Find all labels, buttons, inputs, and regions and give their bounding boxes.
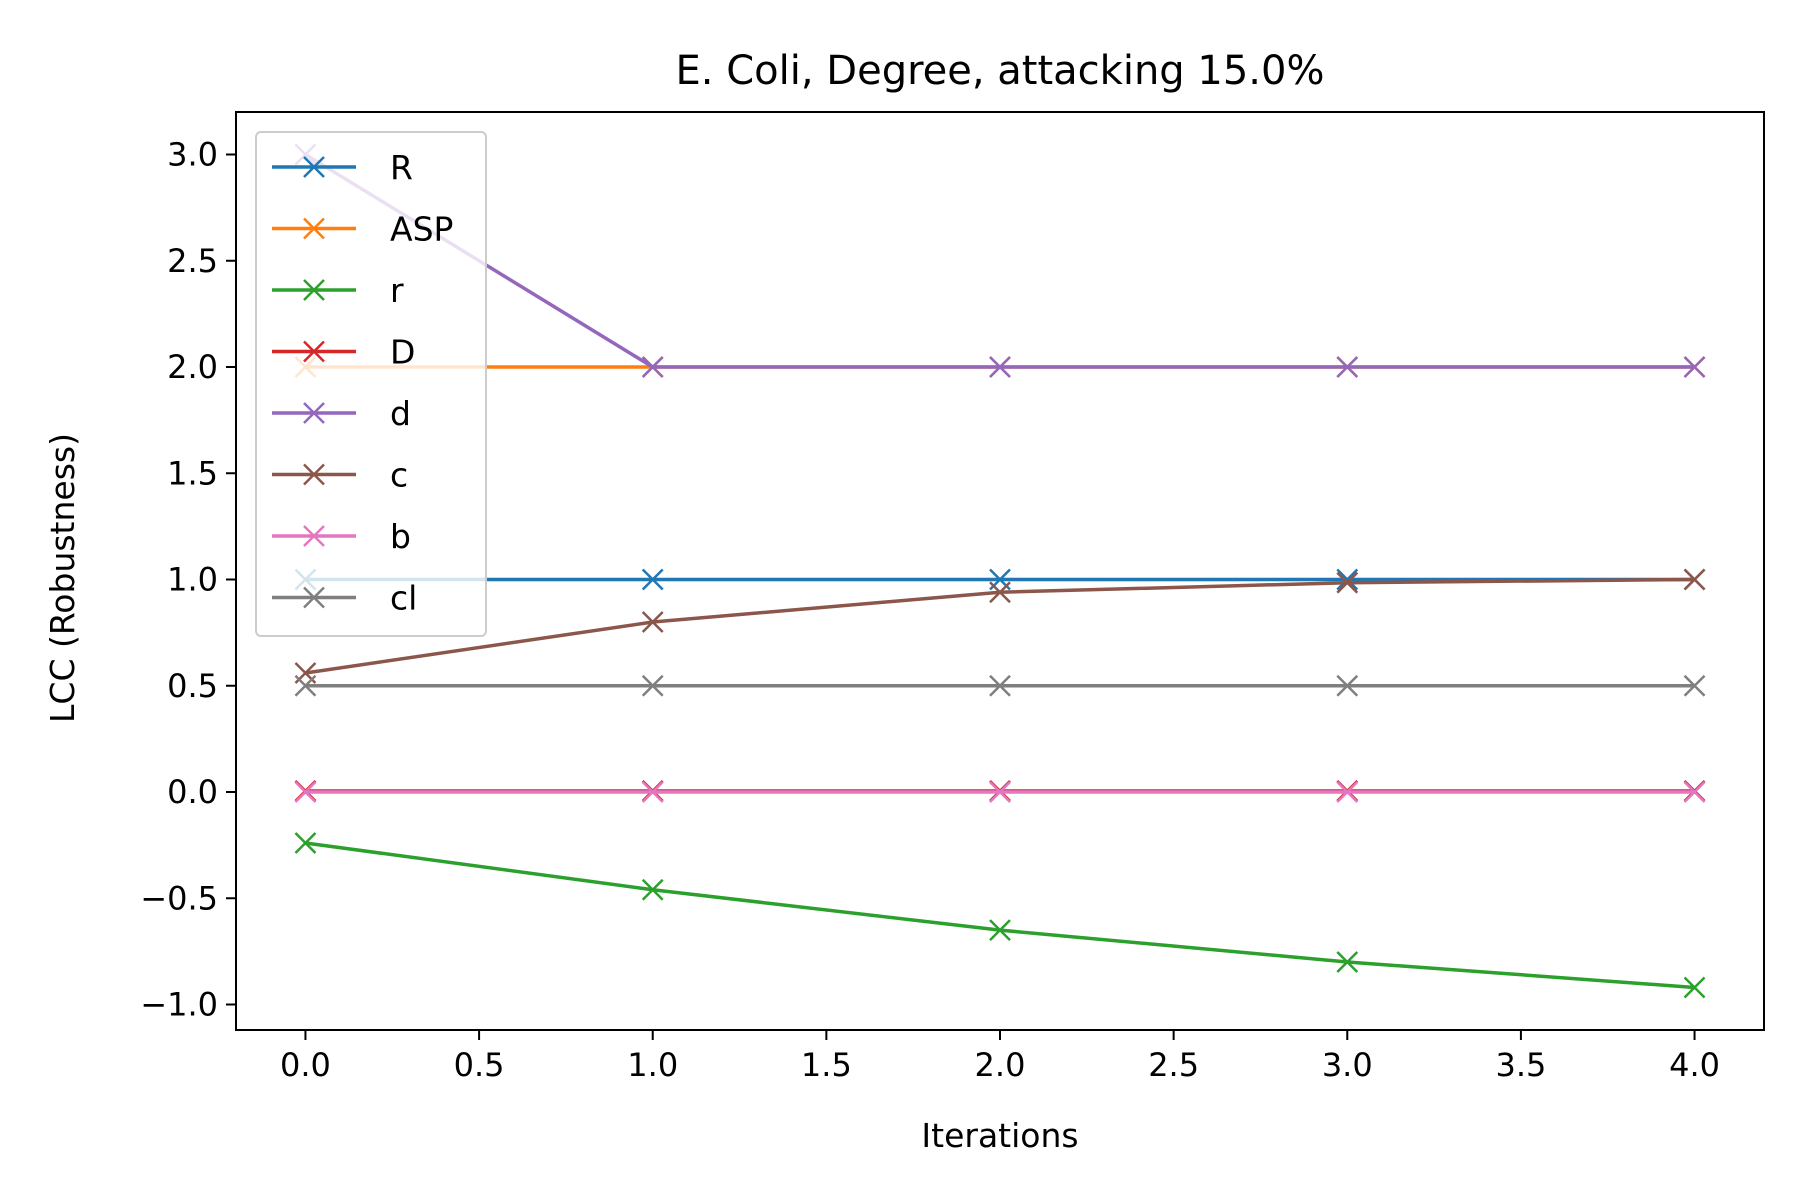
data-point: [1336, 951, 1359, 973]
legend-swatch-marker: [303, 525, 325, 547]
data-point: [1683, 356, 1706, 378]
x-tick-label: 2.5: [1148, 1046, 1199, 1084]
data-point: [1336, 356, 1359, 378]
legend-entry: r: [272, 271, 404, 310]
data-point: [1683, 781, 1706, 803]
data-point: [1336, 781, 1359, 803]
x-tick-label: 2.0: [975, 1046, 1026, 1084]
legend-box: [255, 131, 487, 637]
series-r: [294, 832, 1706, 999]
data-point: [294, 674, 317, 697]
y-tick-label: 0.0: [167, 773, 218, 811]
plot-series: [294, 143, 1706, 999]
y-tick-label: 1.0: [167, 561, 218, 599]
chart-title: E. Coli, Degree, attacking 15.0%: [676, 48, 1325, 94]
legend-swatch-marker: [303, 217, 325, 240]
series-R: [294, 568, 1706, 591]
y-tick-label: 2.5: [167, 242, 218, 280]
y-tick-label: −0.5: [140, 879, 218, 917]
series-cl: [294, 674, 1706, 697]
y-tick-label: 2.0: [167, 348, 218, 386]
data-point: [641, 781, 664, 803]
data-point: [1683, 568, 1706, 591]
data-point: [641, 611, 664, 633]
legend-label: d: [390, 394, 411, 433]
axis-ticks: 0.0 0.5 1.0 1.5 2.0 2.5 3.0 3.5 4.0 −1.0 −0.5 0.0 0.…: [140, 136, 1720, 1085]
data-point: [641, 568, 664, 591]
data-point: [1336, 568, 1359, 591]
legend-label: c: [390, 456, 408, 495]
legend-entry: c: [272, 456, 408, 495]
y-tick-label: 1.5: [167, 454, 218, 492]
legend-entry: R: [272, 148, 413, 187]
y-tick-label: 3.0: [167, 136, 218, 174]
x-tick-label: 0.5: [454, 1046, 505, 1084]
legend-entry: d: [272, 394, 411, 433]
legend-label: ASP: [390, 210, 453, 249]
series-line: [304, 153, 1695, 369]
data-point: [989, 919, 1011, 942]
data-point: [989, 674, 1011, 697]
data-point: [294, 781, 317, 803]
data-point: [1336, 571, 1359, 594]
legend-entry: cl: [272, 579, 417, 618]
legend-label: cl: [390, 579, 417, 618]
data-point: [989, 781, 1011, 803]
legend-swatch-marker: [303, 156, 325, 178]
legend-entry: D: [272, 333, 415, 372]
data-point: [1683, 674, 1706, 697]
legend-swatch-marker: [303, 586, 325, 609]
y-axis-label: LCC (Robustness): [43, 433, 82, 723]
x-tick-label: 3.5: [1495, 1046, 1546, 1084]
data-point: [641, 674, 664, 697]
series-c: [294, 568, 1706, 684]
data-point: [641, 356, 664, 378]
legend-label: D: [390, 333, 415, 372]
x-axis-label: Iterations: [921, 1116, 1078, 1155]
legend-swatch-marker: [303, 463, 325, 486]
legend-swatch-marker: [303, 279, 325, 301]
legend-label: r: [390, 271, 404, 310]
x-tick-label: 1.0: [627, 1046, 678, 1084]
data-point: [989, 356, 1011, 378]
y-tick-label: −1.0: [140, 986, 218, 1024]
data-point: [1683, 976, 1706, 999]
data-point: [641, 878, 664, 901]
legend-label: R: [390, 148, 413, 187]
series-b: [294, 781, 1706, 803]
x-tick-label: 1.5: [801, 1046, 852, 1084]
x-tick-label: 3.0: [1322, 1046, 1373, 1084]
y-tick-label: 0.5: [167, 667, 218, 705]
legend-swatch-marker: [303, 402, 325, 424]
legend-entry: ASP: [272, 210, 453, 249]
data-point: [1336, 674, 1359, 697]
legend-swatch-marker: [303, 340, 325, 363]
legend-label: b: [390, 517, 411, 556]
x-tick-label: 0.0: [280, 1046, 331, 1084]
legend-entry: b: [272, 517, 411, 556]
plot-frame: [235, 111, 1765, 1031]
x-tick-label: 4.0: [1669, 1046, 1720, 1084]
series-d: [294, 143, 1706, 378]
series-line: [305, 841, 1695, 990]
data-point: [989, 581, 1011, 604]
data-point: [294, 832, 317, 854]
